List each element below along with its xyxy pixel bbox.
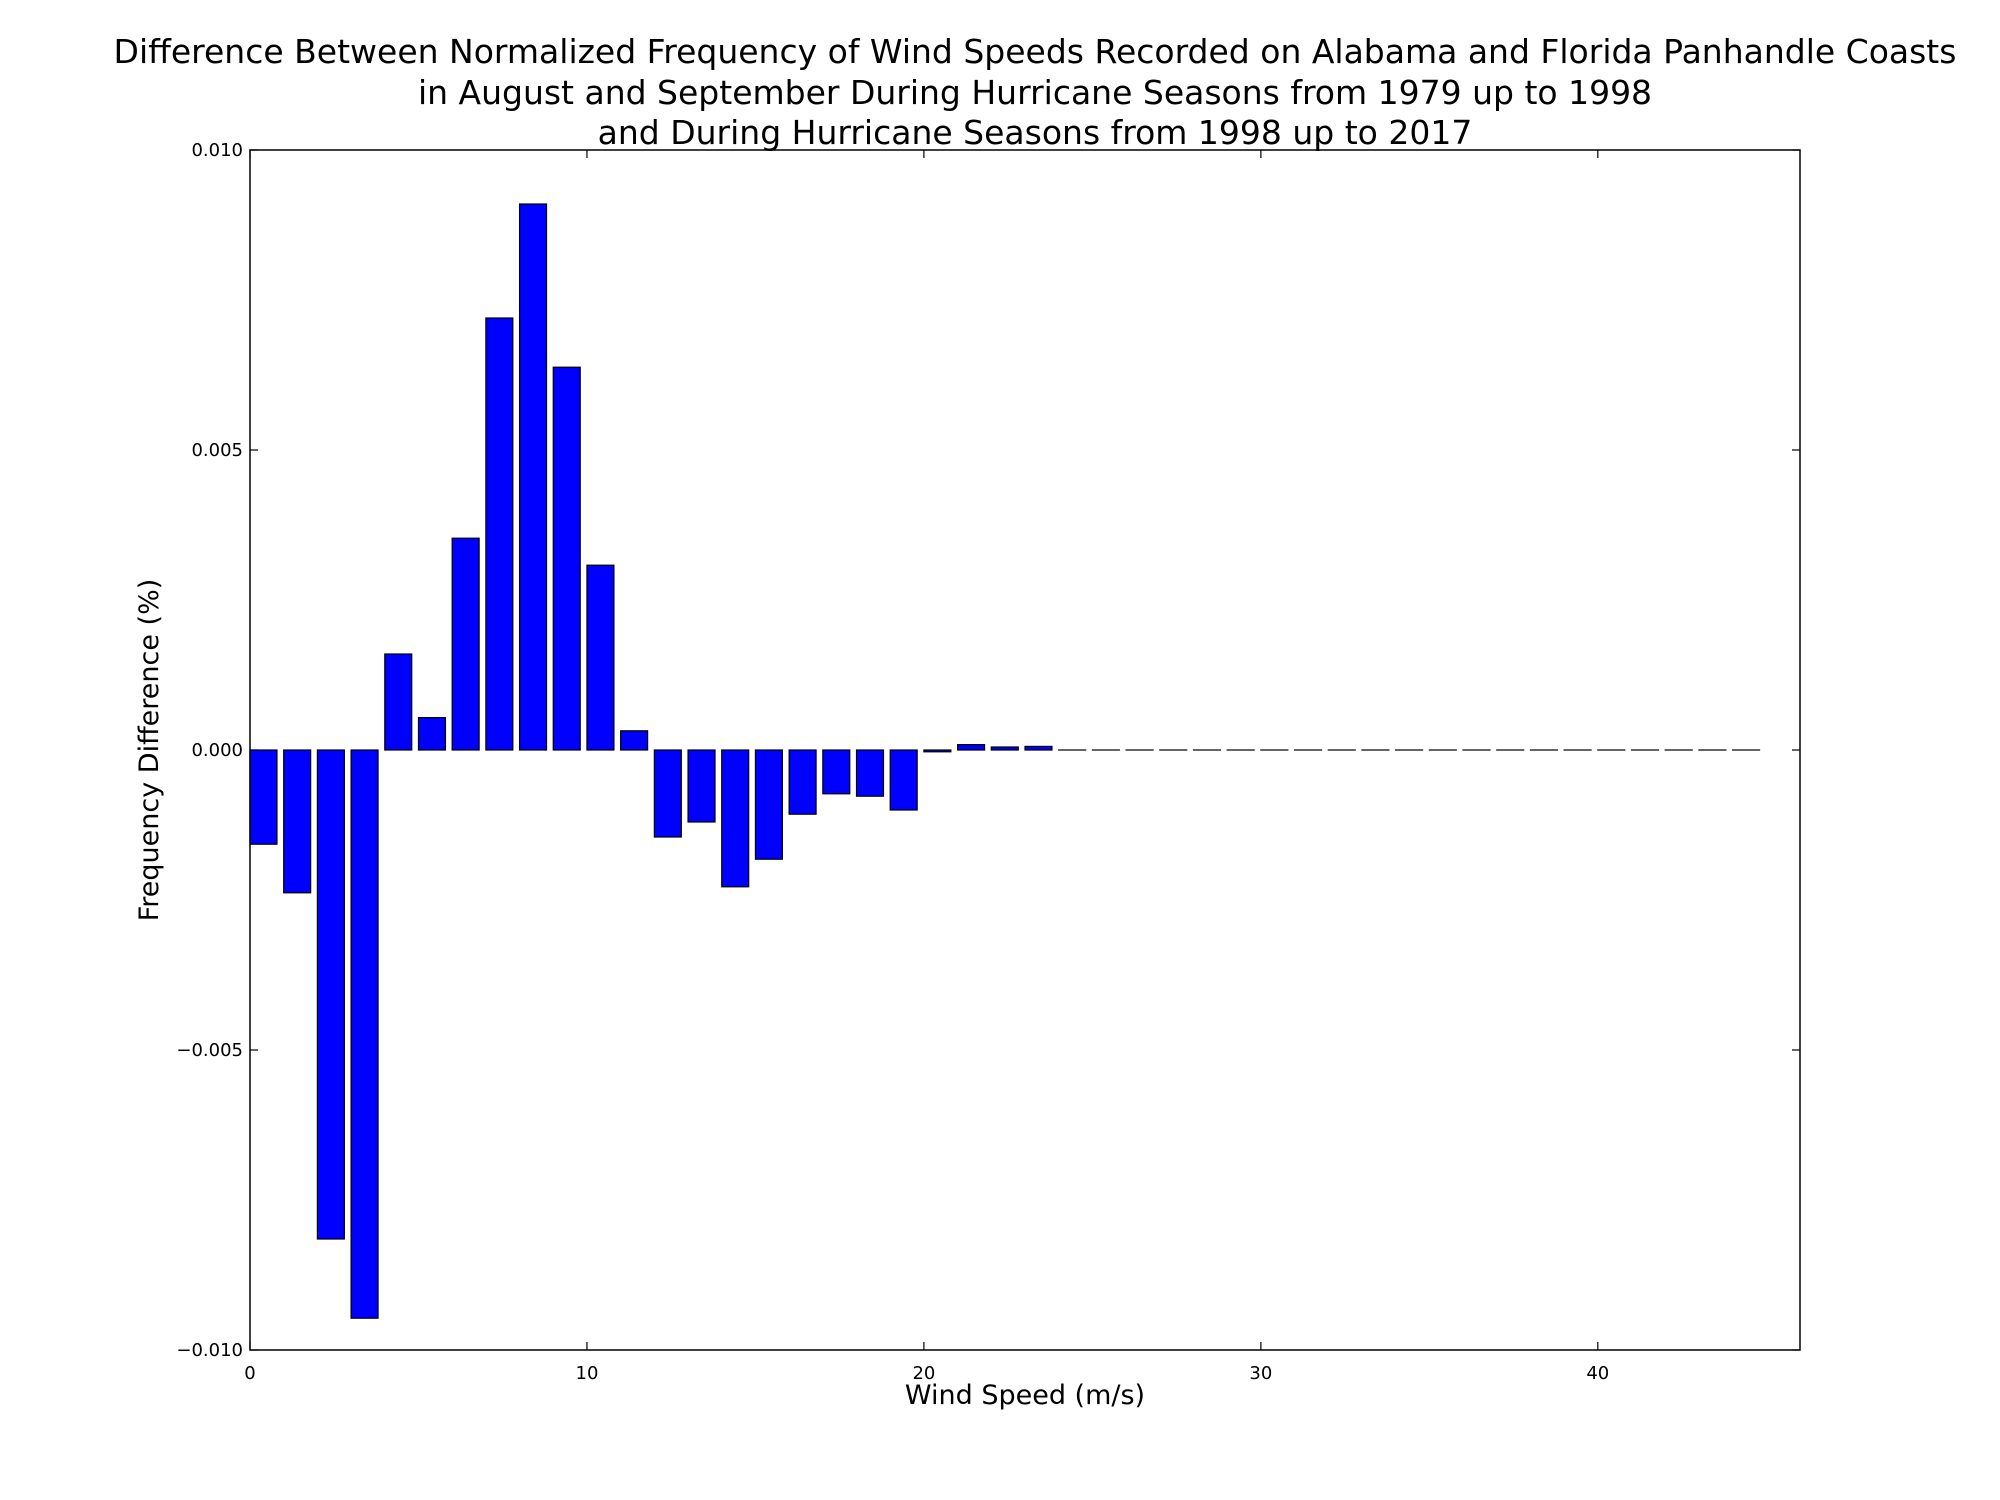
bar	[923, 749, 952, 753]
bar	[350, 749, 379, 1319]
bar	[721, 749, 750, 888]
y-tick-label: 0.005	[191, 440, 243, 461]
bar	[384, 653, 413, 751]
bar	[283, 749, 312, 894]
y-axis-label: Frequency Difference (%)	[134, 579, 165, 922]
x-tick-label: 20	[912, 1363, 935, 1384]
bar	[620, 730, 649, 751]
bar	[788, 749, 817, 815]
bar	[889, 749, 918, 811]
bar	[586, 564, 615, 751]
bar	[957, 743, 986, 751]
bar	[990, 746, 1019, 751]
bar	[518, 203, 548, 751]
bar	[822, 749, 851, 795]
y-tick-label: −0.010	[176, 1340, 243, 1361]
bar	[687, 749, 716, 823]
bar	[855, 749, 885, 797]
x-tick-label: 40	[1586, 1363, 1609, 1384]
bar	[451, 537, 480, 751]
bar	[249, 749, 278, 845]
y-tick-label: −0.005	[176, 1040, 243, 1061]
bar	[417, 716, 447, 751]
chart-title-line-2: in August and September During Hurricane…	[418, 73, 1652, 112]
plot-area-frame	[249, 149, 1801, 1351]
bar	[485, 317, 514, 751]
axis-ticks: 0 10 20 30 40 −0.010 −0.005 0.000 0.005 0.010	[176, 140, 1800, 1384]
bar-series	[249, 203, 1761, 1319]
bar	[552, 366, 581, 751]
x-tick-label: 30	[1249, 1363, 1272, 1384]
x-axis-label: Wind Speed (m/s)	[905, 1380, 1145, 1411]
bar	[1024, 745, 1053, 751]
y-tick-label: 0.000	[191, 740, 243, 761]
bar	[316, 749, 345, 1240]
bar	[754, 749, 783, 860]
bar	[653, 749, 682, 838]
y-tick-label: 0.010	[191, 140, 243, 161]
x-tick-label: 0	[244, 1363, 255, 1384]
chart-title-line-1: Difference Between Normalized Frequency …	[114, 32, 1957, 71]
chart-title-line-3: and During Hurricane Seasons from 1998 u…	[598, 113, 1473, 152]
x-tick-label: 10	[576, 1363, 599, 1384]
